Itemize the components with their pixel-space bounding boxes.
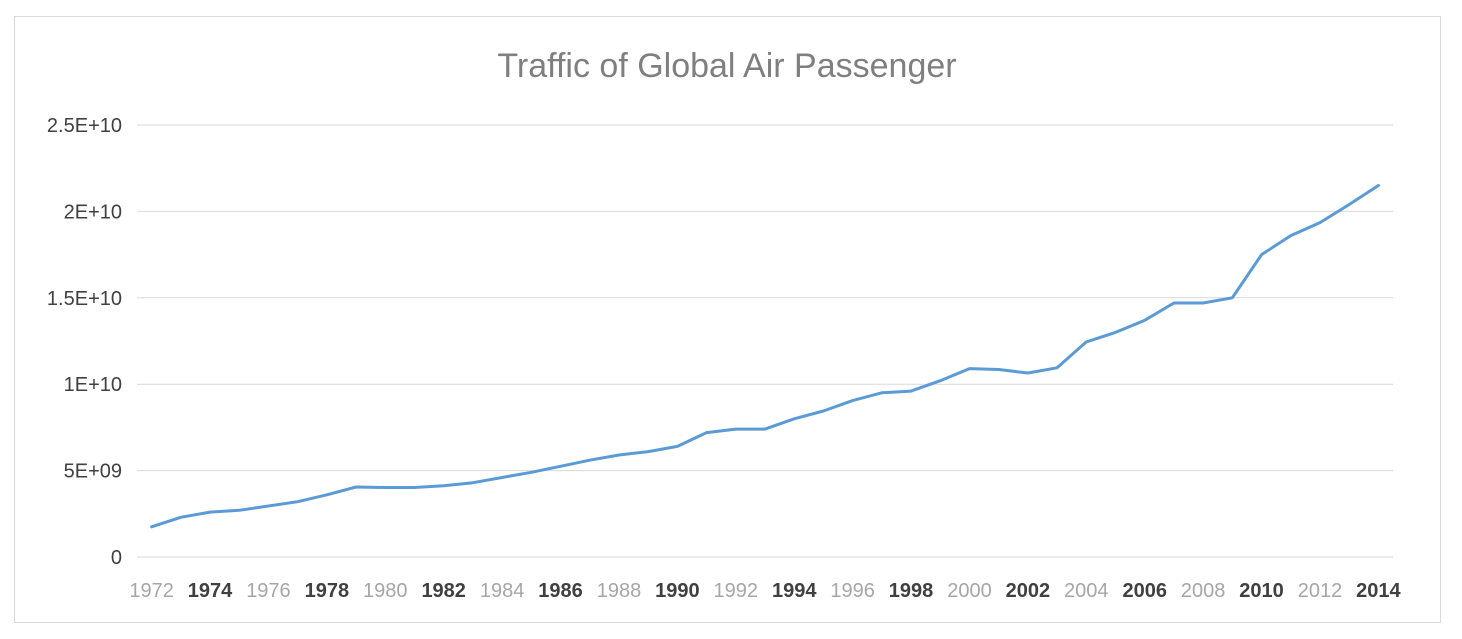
x-tick-label: 2006 xyxy=(1122,580,1167,602)
series-lines xyxy=(150,184,1380,529)
x-tick-label: 1980 xyxy=(363,580,408,602)
x-tick-label: 2012 xyxy=(1298,580,1343,602)
x-tick-label: 1996 xyxy=(830,580,875,602)
x-tick-label: 1982 xyxy=(421,580,466,602)
x-tick-label: 2004 xyxy=(1064,580,1109,602)
x-tick-label: 2010 xyxy=(1239,580,1284,602)
x-tick-label: 2000 xyxy=(947,580,992,602)
y-axis-tick-labels: 0 5E+09 1E+10 1.5E+10 2E+10 2.5E+10 xyxy=(47,115,122,569)
x-tick-label: 1974 xyxy=(188,580,233,602)
y-tick-label: 0 xyxy=(111,547,122,569)
x-tick-label: 2014 xyxy=(1356,580,1401,602)
x-tick-label: 1976 xyxy=(246,580,291,602)
x-tick-label: 1978 xyxy=(305,580,350,602)
y-tick-label: 2E+10 xyxy=(64,201,122,223)
x-tick-label: 1984 xyxy=(480,580,525,602)
gridlines xyxy=(137,124,1393,558)
chart-frame xyxy=(14,16,1441,623)
x-tick-label: 2008 xyxy=(1181,580,1226,602)
chart-title: Traffic of Global Air Passenger xyxy=(497,47,956,85)
series-line xyxy=(150,184,1380,529)
x-tick-label: 1972 xyxy=(129,580,174,602)
x-tick-label: 1992 xyxy=(714,580,759,602)
y-tick-label: 5E+09 xyxy=(64,461,122,483)
x-tick-label: 1986 xyxy=(538,580,583,602)
x-tick-label: 1990 xyxy=(655,580,700,602)
x-tick-label: 1994 xyxy=(772,580,817,602)
x-tick-label: 1988 xyxy=(597,580,642,602)
x-tick-label: 1998 xyxy=(889,580,934,602)
x-axis-tick-labels: 1972 1974 1976 1978 1980 1982 1984 1986 1988 1990… xyxy=(129,580,1401,602)
x-tick-label: 2002 xyxy=(1006,580,1051,602)
y-tick-label: 1E+10 xyxy=(64,374,122,396)
y-tick-label: 2.5E+10 xyxy=(47,115,122,137)
y-tick-label: 1.5E+10 xyxy=(47,288,122,310)
